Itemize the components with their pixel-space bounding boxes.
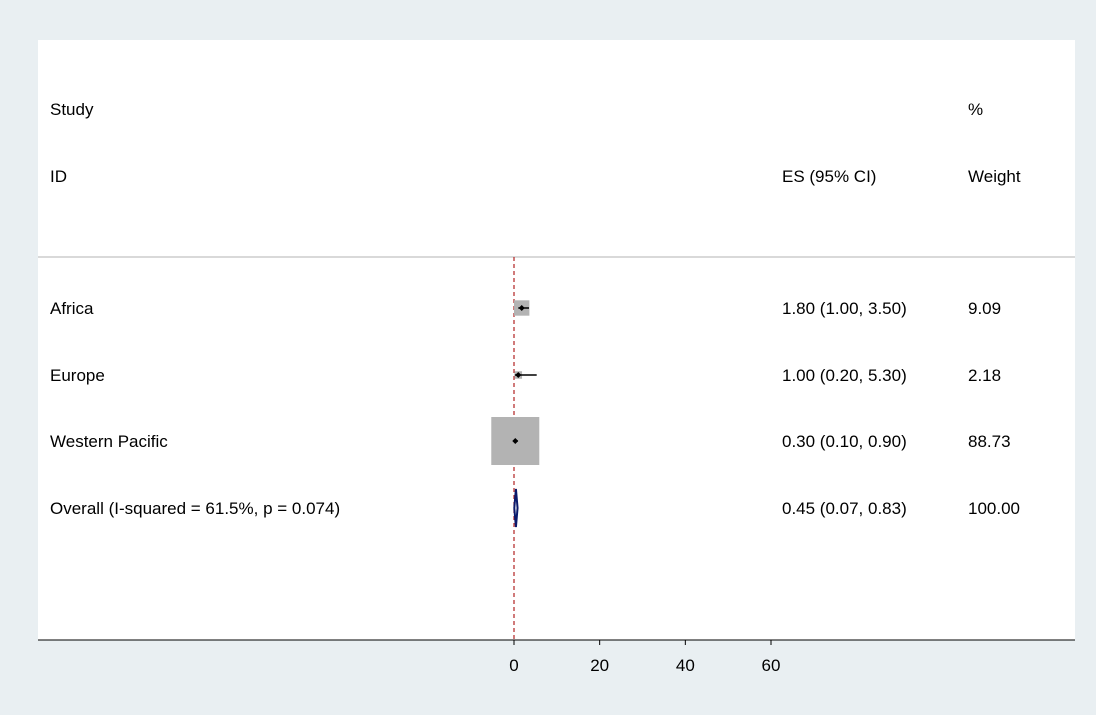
weight-value: 88.73 bbox=[968, 432, 1011, 451]
x-tick-label: 40 bbox=[676, 656, 695, 675]
overall-label: Overall (I-squared = 61.5%, p = 0.074) bbox=[50, 499, 340, 518]
es-value: 1.80 (1.00, 3.50) bbox=[782, 299, 907, 318]
overall-es-value: 0.45 (0.07, 0.83) bbox=[782, 499, 907, 518]
header-id: ID bbox=[50, 167, 67, 186]
overall-row: Overall (I-squared = 61.5%, p = 0.074) 0.… bbox=[50, 488, 1020, 528]
es-value: 1.00 (0.20, 5.30) bbox=[782, 366, 907, 385]
study-label: Africa bbox=[50, 299, 94, 318]
plot-panel bbox=[38, 40, 1075, 640]
weight-value: 2.18 bbox=[968, 366, 1001, 385]
point-estimate bbox=[518, 305, 525, 311]
es-value: 0.30 (0.10, 0.90) bbox=[782, 432, 907, 451]
header-weight: Weight bbox=[968, 167, 1021, 186]
header-study: Study bbox=[50, 100, 94, 119]
point-estimate bbox=[515, 372, 522, 378]
header-percent: % bbox=[968, 100, 983, 119]
header-es: ES (95% CI) bbox=[782, 167, 876, 186]
weight-value: 9.09 bbox=[968, 299, 1001, 318]
study-row: Europe 1.00 (0.20, 5.30) 2.18 bbox=[50, 366, 1001, 385]
x-tick-label: 20 bbox=[590, 656, 609, 675]
study-row: Africa 1.80 (1.00, 3.50) 9.09 bbox=[50, 299, 1001, 318]
study-label: Western Pacific bbox=[50, 432, 168, 451]
study-row: Western Pacific 0.30 (0.10, 0.90) 88.73 bbox=[50, 417, 1011, 465]
overall-diamond bbox=[513, 488, 519, 528]
x-tick-label: 60 bbox=[762, 656, 781, 675]
study-label: Europe bbox=[50, 366, 105, 385]
overall-weight-value: 100.00 bbox=[968, 499, 1020, 518]
x-tick-label: 0 bbox=[509, 656, 518, 675]
point-estimate bbox=[512, 438, 519, 444]
